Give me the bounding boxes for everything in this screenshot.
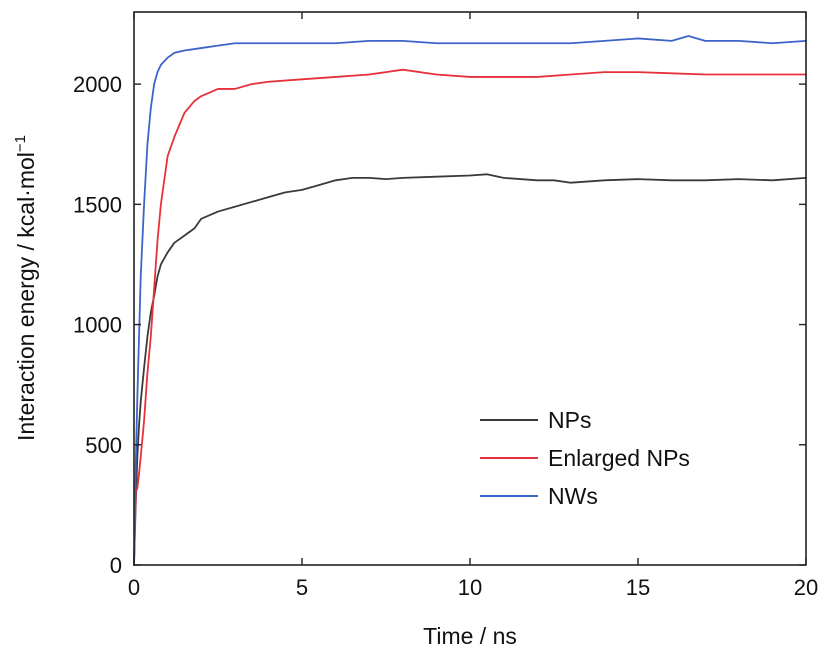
series-layer xyxy=(133,35,807,566)
y-tick-label-2000: 2000 xyxy=(73,72,122,97)
series-line-nws xyxy=(133,35,807,566)
x-tick-label-20: 20 xyxy=(794,575,818,600)
legend-label-nps: NPs xyxy=(548,407,591,433)
x-tick-label-10: 10 xyxy=(458,575,482,600)
y-tick-label-0: 0 xyxy=(110,553,122,578)
legend-label-enlarged-nps: Enlarged NPs xyxy=(548,445,690,471)
y-axis-title-main: Interaction energy / kcal·mol xyxy=(13,152,39,441)
series-line-enlarged-nps xyxy=(133,68,807,566)
ticks-layer xyxy=(133,12,807,566)
x-axis-title: Time / ns xyxy=(423,623,517,649)
tick-labels-layer: 0 5 10 15 20 0 500 1000 1500 2000 xyxy=(73,72,818,600)
x-tick-label-15: 15 xyxy=(626,575,650,600)
y-axis-title-superscript: −1 xyxy=(12,135,29,152)
x-tick-label-0: 0 xyxy=(128,575,140,600)
series-line-nps xyxy=(133,173,807,566)
plot-frame xyxy=(133,11,807,566)
y-tick-label-1500: 1500 xyxy=(73,192,122,217)
y-tick-label-1000: 1000 xyxy=(73,313,122,338)
x-tick-label-5: 5 xyxy=(296,575,308,600)
legend-label-nws: NWs xyxy=(548,483,598,509)
legend: NPs Enlarged NPs NWs xyxy=(480,407,690,509)
y-tick-label-500: 500 xyxy=(85,433,122,458)
y-axis-title: Interaction energy / kcal·mol−1 xyxy=(12,135,39,441)
